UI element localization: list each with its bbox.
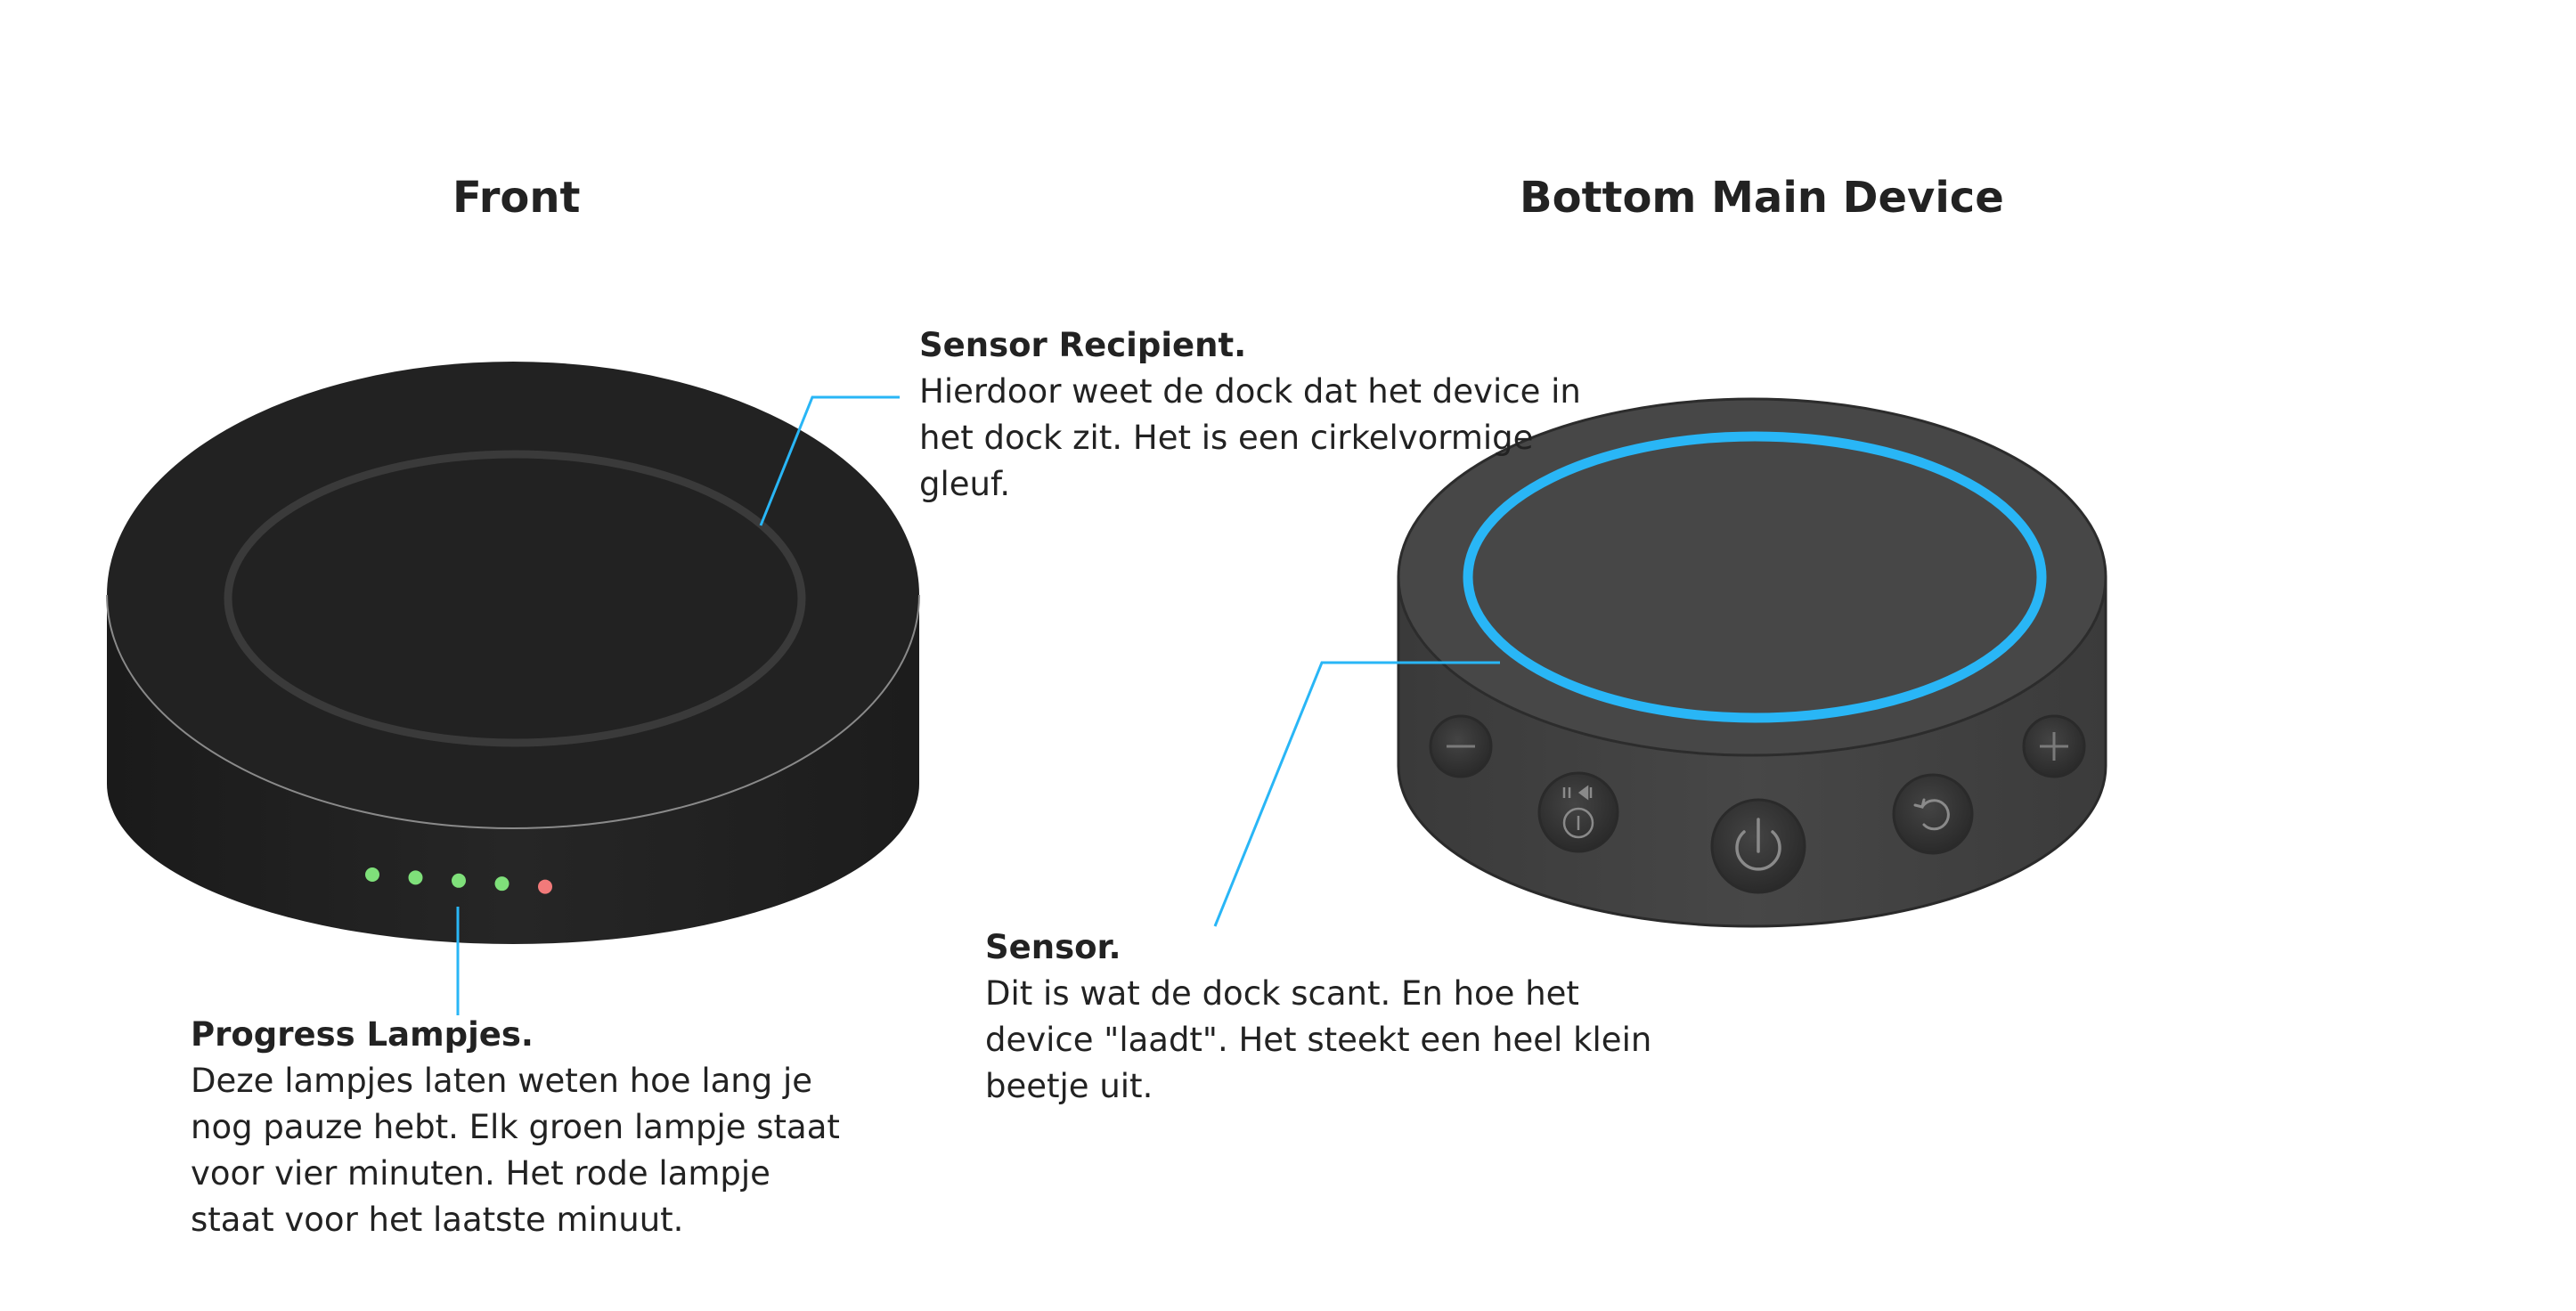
callout-progress-title: Progress Lampjes. (191, 1015, 534, 1054)
refresh-button (1892, 773, 1974, 855)
callout-sensor-recipient-title: Sensor Recipient. (919, 326, 1247, 364)
dock-front-view (106, 362, 920, 944)
leader-line-sensor (1213, 661, 1500, 927)
progress-lamp-green (452, 873, 466, 888)
progress-lamps (365, 867, 552, 894)
plus-icon (2040, 732, 2068, 761)
leader-lines (456, 395, 1500, 1015)
leader-line-sensor-recipient (759, 395, 900, 526)
callout-sensor: Sensor. Dit is wat de dock scant. En hoe… (985, 924, 1662, 1110)
callout-progress-lamps: Progress Lampjes. Deze lampjes laten wet… (191, 1012, 850, 1243)
dock-top-face (107, 362, 919, 828)
volume-up-button (2022, 714, 2086, 778)
device-bottom-view (1397, 397, 2107, 928)
volume-down-button (1429, 714, 1493, 778)
front-heading: Front (452, 173, 581, 223)
bottom-device-heading: Bottom Main Device (1520, 173, 2004, 223)
play-pause-icon (1562, 785, 1594, 839)
power-icon (1735, 818, 1781, 871)
refresh-icon (1913, 798, 1950, 831)
callout-sensor-title: Sensor. (985, 928, 1121, 966)
dock-rim-highlight (106, 594, 920, 829)
dock-sensor-groove (224, 450, 806, 747)
device-sensor-ring (1463, 431, 2047, 723)
play-pause-button (1537, 771, 1619, 853)
callout-progress-body: Deze lampjes laten weten hoe lang je nog… (191, 1062, 840, 1239)
callout-sensor-recipient: Sensor Recipient. Hierdoor weet de dock … (919, 322, 1596, 508)
callout-sensor-body: Dit is wat de dock scant. En hoe het dev… (985, 974, 1652, 1105)
device-top-face (1397, 397, 2107, 757)
power-button (1710, 798, 1806, 894)
callout-sensor-recipient-body: Hierdoor weet de dock dat het device in … (919, 372, 1581, 503)
progress-lamp-green (494, 876, 509, 892)
progress-lamp-red (538, 879, 552, 894)
progress-lamp-green (408, 870, 423, 885)
progress-lamp-green (365, 867, 379, 882)
